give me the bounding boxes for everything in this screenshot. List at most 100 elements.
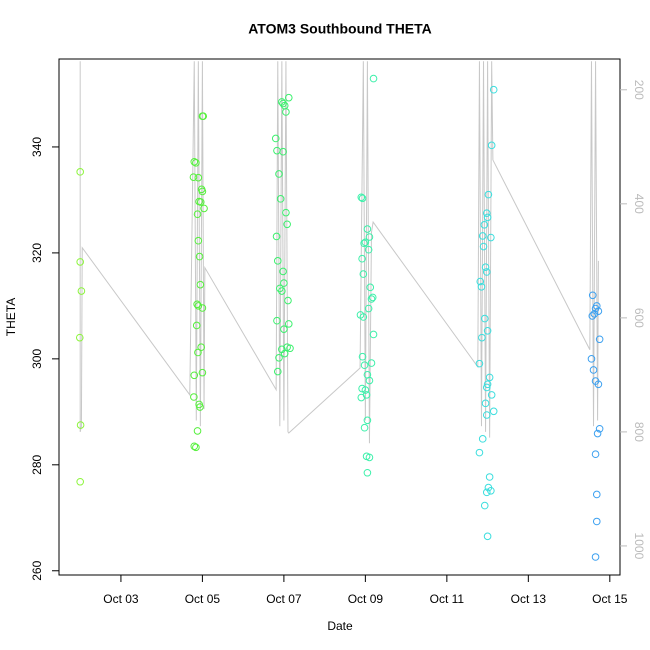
data-point xyxy=(594,307,603,315)
data-point xyxy=(194,302,203,310)
data-point xyxy=(483,326,492,335)
y-tick-label: 260 xyxy=(30,560,44,580)
data-point xyxy=(364,304,373,313)
y-tick-label: 280 xyxy=(30,454,44,474)
data-point xyxy=(190,371,199,380)
data-point xyxy=(591,553,600,561)
data-point xyxy=(481,399,490,408)
data-point xyxy=(282,208,290,217)
data-point xyxy=(197,343,205,351)
data-point xyxy=(193,300,201,309)
y-tick-label: 340 xyxy=(30,137,44,157)
data-point xyxy=(591,450,600,459)
data-point xyxy=(193,427,202,435)
data-point xyxy=(479,242,488,251)
x-tick-label: Oct 07 xyxy=(266,592,302,606)
data-point xyxy=(590,310,599,318)
x-tick-label: Oct 03 xyxy=(103,592,139,606)
data-point xyxy=(485,473,494,481)
data-point xyxy=(482,209,491,217)
data-point xyxy=(475,448,484,457)
data-point xyxy=(190,157,199,166)
data-point xyxy=(190,442,199,451)
data-point xyxy=(357,393,366,402)
data-point xyxy=(196,198,205,206)
data-point xyxy=(475,359,484,368)
data-point xyxy=(482,411,491,419)
data-point xyxy=(75,333,84,342)
data-point xyxy=(189,173,198,181)
plot-box xyxy=(58,58,621,576)
data-point xyxy=(280,279,288,287)
data-point xyxy=(76,477,84,486)
x-tick-label: Oct 13 xyxy=(511,592,547,606)
chart-title: ATOM3 Southbound THETA xyxy=(248,21,432,37)
data-point xyxy=(368,293,377,302)
data-point xyxy=(480,501,489,510)
y2-tick-label: 200 xyxy=(632,80,646,100)
data-point xyxy=(365,376,374,385)
data-point xyxy=(477,283,486,291)
data-point xyxy=(588,312,597,320)
data-point xyxy=(588,291,597,300)
x-axis-label: Date xyxy=(327,619,353,633)
data-point xyxy=(487,233,495,242)
y-tick-label: 320 xyxy=(30,243,44,263)
data-point xyxy=(194,236,203,245)
data-point xyxy=(483,380,492,389)
y2-tick-label: 800 xyxy=(632,422,646,442)
data-point xyxy=(76,421,85,429)
data-point xyxy=(198,112,207,121)
y2-tick-label: 600 xyxy=(632,308,646,328)
data-point xyxy=(280,349,289,358)
data-point xyxy=(487,391,496,399)
data-point xyxy=(273,367,282,376)
data-point xyxy=(195,252,204,261)
x-tick-label: Oct 05 xyxy=(185,592,221,606)
data-point xyxy=(280,325,288,333)
data-point xyxy=(358,352,367,361)
data-point xyxy=(480,314,489,323)
data-point xyxy=(198,304,207,312)
data-point xyxy=(76,168,84,176)
data-point xyxy=(196,280,205,289)
data-point xyxy=(275,170,283,178)
data-point xyxy=(196,403,204,411)
data-point xyxy=(360,423,369,432)
data-point xyxy=(278,287,286,295)
data-point xyxy=(357,193,366,202)
data-point xyxy=(478,232,487,240)
data-point xyxy=(77,287,86,295)
data-point xyxy=(483,532,492,541)
data-point xyxy=(273,316,281,325)
data-point xyxy=(478,333,486,342)
data-point xyxy=(487,486,495,495)
data-point xyxy=(359,313,368,321)
data-point xyxy=(272,232,281,241)
data-point xyxy=(273,257,282,265)
data-point xyxy=(480,221,489,229)
data-point xyxy=(489,407,498,416)
data-point xyxy=(200,204,208,213)
data-point xyxy=(483,213,492,222)
data-point xyxy=(364,245,373,254)
y-tick-label: 300 xyxy=(30,349,44,369)
data-point xyxy=(194,348,202,357)
data-point xyxy=(478,435,487,443)
data-point xyxy=(487,141,496,150)
data-point xyxy=(283,220,291,229)
data-point xyxy=(484,190,493,199)
data-point xyxy=(360,361,369,370)
data-point xyxy=(358,254,366,263)
data-point xyxy=(190,393,198,401)
data-point xyxy=(359,270,368,278)
data-point xyxy=(363,225,372,233)
data-point xyxy=(198,368,207,377)
data-point xyxy=(363,468,372,477)
data-point xyxy=(482,383,491,392)
data-point xyxy=(194,173,203,182)
data-point xyxy=(284,296,292,305)
data-point xyxy=(276,195,285,203)
data-point xyxy=(367,359,376,367)
